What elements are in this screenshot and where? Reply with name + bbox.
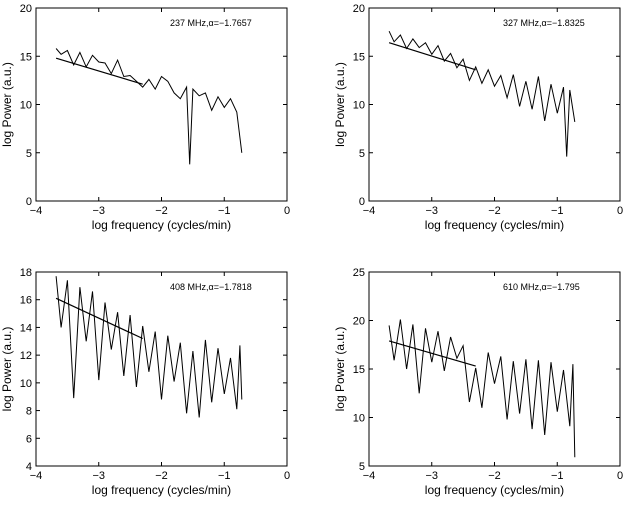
- x-axis-label: log frequency (cycles/min): [92, 483, 231, 497]
- plot-frame: [35, 271, 288, 467]
- chart-panel: −4 −3 −2 −1 0 5 10 15 20 25 610 MHz,α=−1.795 log fr…: [333, 267, 623, 497]
- x-axis-label: log frequency (cycles/min): [92, 218, 231, 232]
- fit-line: [55, 57, 143, 85]
- x-axis-label: log frequency (cycles/min): [425, 218, 564, 232]
- y-tick-label: 20: [20, 3, 32, 15]
- y-axis-label: log Power (a.u.): [0, 327, 14, 412]
- y-tick-label: 6: [26, 433, 32, 445]
- y-tick-label: 20: [353, 3, 365, 15]
- y-tick-label: 10: [353, 100, 365, 112]
- x-tick-label: −4: [30, 205, 43, 217]
- fit-line: [55, 297, 143, 340]
- y-tick-label: 5: [26, 148, 32, 160]
- y-axis-label: log Power (a.u.): [333, 62, 347, 147]
- y-tick-label: 20: [353, 316, 365, 328]
- power-spectrum-line: [55, 48, 243, 165]
- y-tick-label: 15: [353, 51, 365, 63]
- x-tick-label: −3: [92, 205, 105, 217]
- x-tick-label: −2: [488, 205, 501, 217]
- y-tick-label: 15: [353, 364, 365, 376]
- y-tick-label: 10: [20, 100, 32, 112]
- x-tick-label: 0: [617, 470, 623, 482]
- y-axis-label: log Power (a.u.): [333, 327, 347, 412]
- plot-frame: [35, 7, 288, 202]
- y-tick-label: 15: [20, 51, 32, 63]
- y-tick-label: 8: [26, 406, 32, 418]
- chart-panel: −4 −3 −2 −1 0 4 6 8 10 12 14 16 18 408 MHz,α=−1.7818 l…: [0, 267, 290, 497]
- fit-line: [388, 42, 476, 71]
- power-spectrum-line: [388, 30, 576, 157]
- x-tick-label: −4: [363, 205, 376, 217]
- chart-annotation: 610 MHz,α=−1.795: [503, 282, 580, 292]
- x-tick-label: 0: [617, 205, 623, 217]
- y-axis-label: log Power (a.u.): [0, 62, 14, 147]
- plot-frame: [368, 7, 621, 202]
- fit-line: [388, 340, 476, 367]
- y-tick-label: 0: [359, 196, 365, 208]
- y-tick-label: 0: [26, 196, 32, 208]
- y-tick-label: 10: [353, 413, 365, 425]
- power-spectrum-line: [388, 319, 576, 458]
- x-tick-label: −2: [488, 470, 501, 482]
- y-tick-label: 4: [26, 461, 32, 473]
- x-tick-label: −1: [218, 470, 231, 482]
- chart-annotation: 408 MHz,α=−1.7818: [170, 282, 252, 292]
- y-tick-label: 25: [353, 267, 365, 279]
- y-tick-label: 16: [20, 295, 32, 307]
- y-tick-label: 12: [20, 350, 32, 362]
- x-tick-label: −1: [551, 470, 564, 482]
- chart-panel: −4 −3 −2 −1 0 0 5 10 15 20 237 MHz,α=−1.7657 log fr…: [0, 3, 290, 232]
- y-tick-label: 5: [359, 148, 365, 160]
- x-tick-label: −3: [425, 205, 438, 217]
- x-tick-label: −4: [30, 470, 43, 482]
- power-spectrum-line: [55, 276, 243, 418]
- chart-annotation: 237 MHz,α=−1.7657: [170, 18, 252, 28]
- x-tick-label: −1: [218, 205, 231, 217]
- y-tick-label: 18: [20, 267, 32, 279]
- y-tick-label: 10: [20, 378, 32, 390]
- x-tick-label: −1: [551, 205, 564, 217]
- x-tick-label: −4: [363, 470, 376, 482]
- chart-annotation: 327 MHz,α=−1.8325: [503, 18, 585, 28]
- x-tick-label: −2: [155, 205, 168, 217]
- x-tick-label: 0: [284, 470, 290, 482]
- y-tick-label: 5: [359, 461, 365, 473]
- y-tick-label: 14: [20, 322, 32, 334]
- x-tick-label: 0: [284, 205, 290, 217]
- x-tick-label: −2: [155, 470, 168, 482]
- x-axis-label: log frequency (cycles/min): [425, 483, 564, 497]
- x-tick-label: −3: [425, 470, 438, 482]
- chart-panel: −4 −3 −2 −1 0 0 5 10 15 20 327 MHz,α=−1.8325 log fr…: [333, 3, 623, 232]
- x-tick-label: −3: [92, 470, 105, 482]
